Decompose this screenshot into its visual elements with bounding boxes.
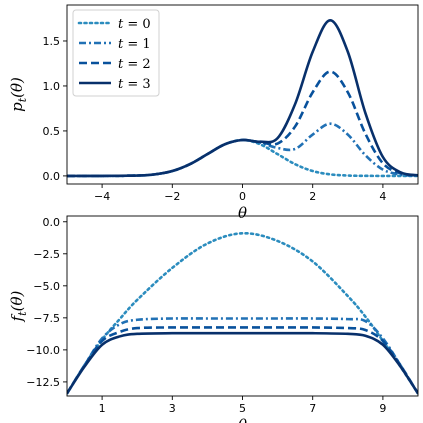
y-tick-label: −2.5 (33, 248, 60, 261)
y-tick-label: 1.5 (43, 35, 61, 48)
x-tick-label: 2 (309, 190, 316, 203)
y-tick-label: −7.5 (33, 312, 60, 325)
x-tick-label: 7 (309, 402, 316, 415)
x-axis-label: θ (238, 416, 247, 423)
plot-frame (66, 215, 419, 397)
series-line-t0 (67, 231, 418, 395)
series-line-t3 (67, 18, 418, 178)
x-tick-label: 9 (379, 402, 386, 415)
legend-label-t0: t = 0 (118, 17, 151, 32)
series-line-t3 (67, 331, 418, 395)
x-tick-label: −2 (164, 190, 180, 203)
series-lines (67, 18, 418, 178)
y-tick-label: 0.0 (43, 216, 61, 229)
y-tick-label: −5.0 (33, 280, 60, 293)
series-line-t0 (67, 138, 418, 178)
x-tick-label: 3 (169, 402, 176, 415)
series-lines (67, 231, 418, 395)
series-line-t1 (67, 122, 418, 178)
y-tick-label: 0.0 (43, 170, 61, 183)
legend-label-t1: t = 1 (118, 37, 151, 52)
x-tick-label: −4 (94, 190, 110, 203)
legend: t = 0 t = 1 t = 2 t = 3 (72, 9, 160, 97)
x-tick-label: 1 (99, 402, 106, 415)
y-tick-label: 1.0 (43, 80, 61, 93)
y-tick-label: −12.5 (26, 376, 60, 389)
x-axis-label: θ (238, 204, 247, 222)
series-line-t1 (67, 317, 418, 395)
legend-box (72, 9, 160, 97)
y-tick-label: −10.0 (26, 344, 60, 357)
top-panel: −4 −2 0 2 4 0.0 0.5 1.0 1.5 θ pt(θ) t = 0 t = 1 t = 2… (8, 4, 419, 222)
legend-label-t3: t = 3 (118, 77, 151, 92)
y-tick-label: 0.5 (43, 125, 61, 138)
bottom-panel: 1 3 5 7 9 0.0 −2.5 −5.0 −7.5 −10.0 −12.5 θ ft(θ) (8, 215, 419, 423)
y-axis-label: ft(θ) (8, 291, 29, 323)
x-tick-label: 4 (379, 190, 386, 203)
legend-label-t2: t = 2 (118, 57, 151, 72)
y-axis-label: pt(θ) (8, 77, 29, 112)
series-line-t2 (67, 326, 418, 395)
x-tick-label: 0 (239, 190, 246, 203)
x-tick-label: 5 (239, 402, 246, 415)
